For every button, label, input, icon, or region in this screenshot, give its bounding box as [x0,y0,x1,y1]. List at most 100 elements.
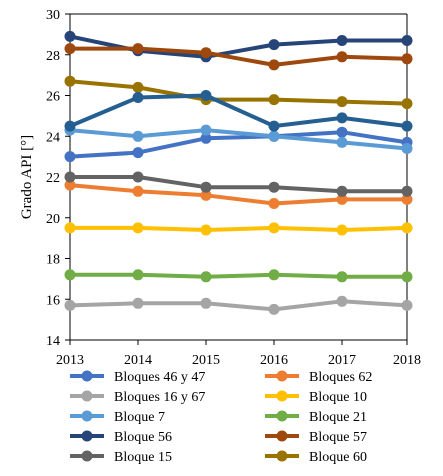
legend-label: Bloque 10 [309,390,367,405]
data-point [132,147,144,159]
data-point [268,120,280,132]
y-tick-label: 24 [46,130,60,145]
data-point [401,98,413,110]
data-point [336,35,348,46]
data-point [64,269,76,281]
data-point [200,297,212,309]
data-point [336,51,348,63]
series-group [64,179,413,209]
legend-swatch-marker [276,450,288,462]
data-point [132,130,144,142]
legend-item: Bloque 10 [265,390,367,405]
legend-label: Bloques 16 y 67 [114,390,205,405]
legend-swatch-marker [276,430,288,442]
x-tick-label: 2017 [328,353,356,368]
y-axis-ticks: 14 16 18 20 22 24 26 28 30 [46,8,70,349]
data-point [132,222,144,234]
series-group [64,269,413,283]
data-point [401,143,413,154]
legend-label: Bloques 46 y 47 [114,370,205,385]
series-layer [64,30,413,315]
legend-swatch-marker [81,370,93,382]
data-point [132,269,144,281]
data-point [200,90,212,101]
legend-item: Bloque 60 [265,450,367,465]
data-point [268,222,280,234]
data-point [268,303,280,315]
data-point [336,193,348,205]
data-point [336,295,348,307]
legend-swatch-marker [81,410,93,422]
data-point [64,151,76,163]
legend-item: Bloque 15 [70,450,172,465]
legend-item: Bloques 16 y 67 [70,390,205,405]
data-point [336,96,348,108]
legend-swatch-marker [81,390,93,402]
series-group [64,124,413,154]
series-line [68,130,409,159]
data-point [200,181,212,193]
series-group [64,43,413,71]
legend-label: Bloque 57 [309,430,367,445]
series-group [64,295,413,315]
legend-label: Bloques 62 [309,370,372,385]
data-point [401,53,413,65]
x-tick-label: 2018 [393,353,421,368]
legend-label: Bloque 21 [309,410,367,425]
data-point [401,299,413,311]
y-tick-label: 14 [46,334,60,349]
data-point [200,124,212,136]
data-point [132,43,144,55]
y-tick-label: 30 [46,8,60,23]
x-tick-label: 2016 [260,353,288,368]
data-point [268,39,280,51]
legend-item: Bloque 57 [265,430,367,445]
legend-item: Bloque 56 [70,430,172,445]
data-point [336,126,348,138]
series-line [68,299,409,312]
legend-swatch-marker [276,370,288,382]
legend-item: Bloque 7 [70,410,165,425]
data-point [268,198,280,209]
data-point [200,132,212,144]
data-point [64,43,76,55]
data-point [200,224,212,236]
series-group [64,90,413,132]
series-line [68,79,409,106]
legend-item: Bloques 62 [265,370,372,385]
series-group [64,75,413,110]
legend-swatch-marker [81,450,93,462]
x-tick-label: 2014 [124,353,152,368]
legend-swatch-marker [276,410,288,422]
x-tick-label: 2015 [192,353,220,368]
data-point [132,185,144,197]
y-tick-label: 22 [46,171,60,186]
data-point [336,136,348,148]
series-line [68,175,409,194]
data-point [268,130,280,142]
data-point [132,92,144,103]
data-point [64,171,76,183]
data-point [200,189,212,201]
legend: Bloques 46 y 47 Bloques 62 Bloques 16 y 67… [70,370,372,465]
legend-item: Bloques 46 y 47 [70,370,205,385]
data-point [401,222,413,234]
y-tick-label: 26 [46,90,60,105]
data-point [64,30,76,42]
series-line [68,46,409,67]
legend-swatch-marker [81,430,93,442]
data-point [268,181,280,193]
series-line [68,93,409,129]
legend-item: Bloque 21 [265,410,367,425]
data-point [336,224,348,236]
data-point [64,179,76,191]
x-tick-label: 2013 [56,353,84,368]
data-point [336,271,348,283]
data-point [64,120,76,132]
data-point [132,81,144,93]
legend-swatch-marker [276,390,288,402]
series-line [68,128,409,151]
data-point [268,59,280,71]
data-point [401,35,413,46]
data-point [336,112,348,124]
